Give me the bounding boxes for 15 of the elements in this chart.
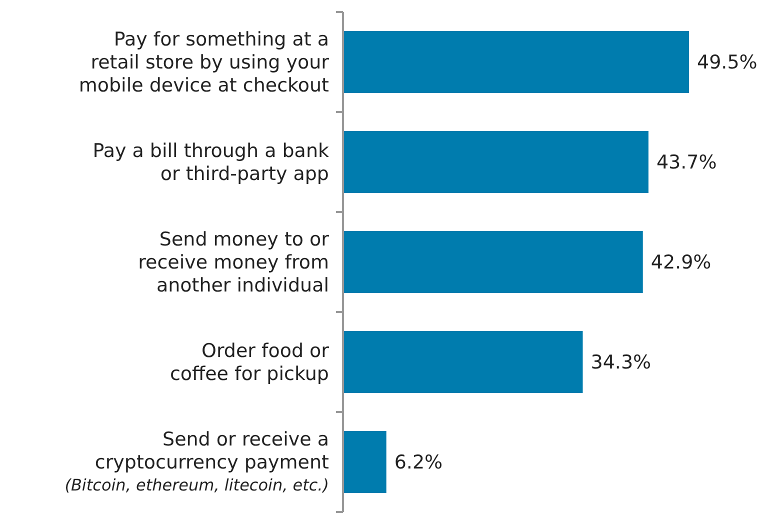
y-tick-label: Pay a bill through a bank or third-party app [92,140,329,186]
data-label: 43.7% [656,152,717,174]
data-label: 49.5% [697,52,758,74]
y-tick-label: Send money to or receive money from another individual [138,228,330,297]
y-tick-label: Send or receive a cryptocurrency payment (Bitcoin, ethereum, litecoin, etc.) [64,428,329,495]
y-tick-label: Order food or coffee for pickup [170,340,330,386]
data-label: 34.3% [590,352,652,374]
bar [343,31,689,93]
bar [343,231,643,293]
data-label: 6.2% [394,452,443,474]
data-label: 42.9% [650,252,712,274]
bar [343,131,648,193]
bar [343,431,386,493]
bar [343,331,583,393]
y-tick-label: Pay for something at a retail store by using your mobile device at checkout [78,28,330,97]
